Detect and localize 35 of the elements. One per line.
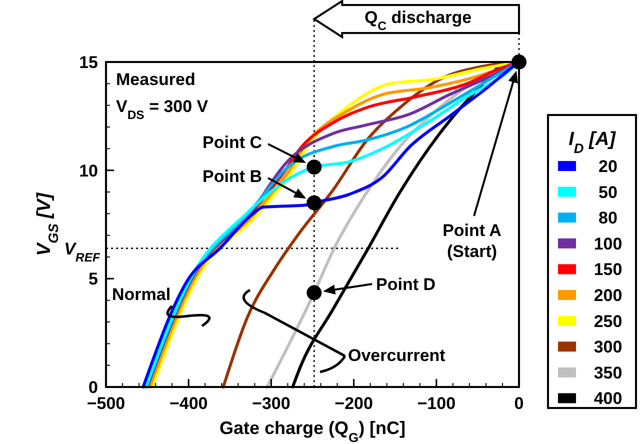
annotation: V$_{DS}$ = 300 V xyxy=(116,97,209,122)
annotation: Overcurrent xyxy=(348,346,446,365)
legend-label: 100 xyxy=(594,234,622,254)
legend-label: 300 xyxy=(594,338,622,357)
annotation: Point C xyxy=(202,133,262,152)
legend-title: I$_{D}$ [A] xyxy=(568,129,616,156)
annotation: Measured xyxy=(116,70,196,89)
point xyxy=(306,285,322,300)
ref-line-label: V$_{REF}$ xyxy=(64,239,101,264)
x-tick-label: −400 xyxy=(169,394,208,413)
legend-label: 200 xyxy=(594,286,622,305)
point xyxy=(306,195,322,210)
x-axis-title: Gate charge (Q$_{G}$) [nC] xyxy=(219,418,406,444)
point xyxy=(306,160,322,175)
annotation: Point B xyxy=(202,167,262,186)
legend-label: 400 xyxy=(594,389,622,408)
y-tick-label: 0 xyxy=(88,378,98,397)
x-tick-label: −200 xyxy=(334,394,373,413)
legend-label: 150 xyxy=(594,260,622,280)
x-tick-label: −300 xyxy=(252,394,290,413)
annotation: Normal xyxy=(112,285,171,304)
annotation: Point D xyxy=(376,275,436,294)
legend-label: 250 xyxy=(594,312,622,331)
annotation: Point A (Start) xyxy=(442,221,502,261)
y-tick-label: 5 xyxy=(88,270,98,289)
x-tick-label: −100 xyxy=(417,394,456,413)
legend-label: 350 xyxy=(594,363,622,382)
x-tick-label: −500 xyxy=(86,394,126,413)
legend-label: 20 xyxy=(598,157,618,176)
y-tick-label: 10 xyxy=(79,161,98,180)
x-tick-label: 0 xyxy=(514,394,524,413)
y-tick-label: 15 xyxy=(79,53,98,72)
legend-label: 50 xyxy=(598,182,618,202)
legend-label: 80 xyxy=(598,208,618,228)
text: Q$_{C}$ discharge xyxy=(364,8,472,33)
